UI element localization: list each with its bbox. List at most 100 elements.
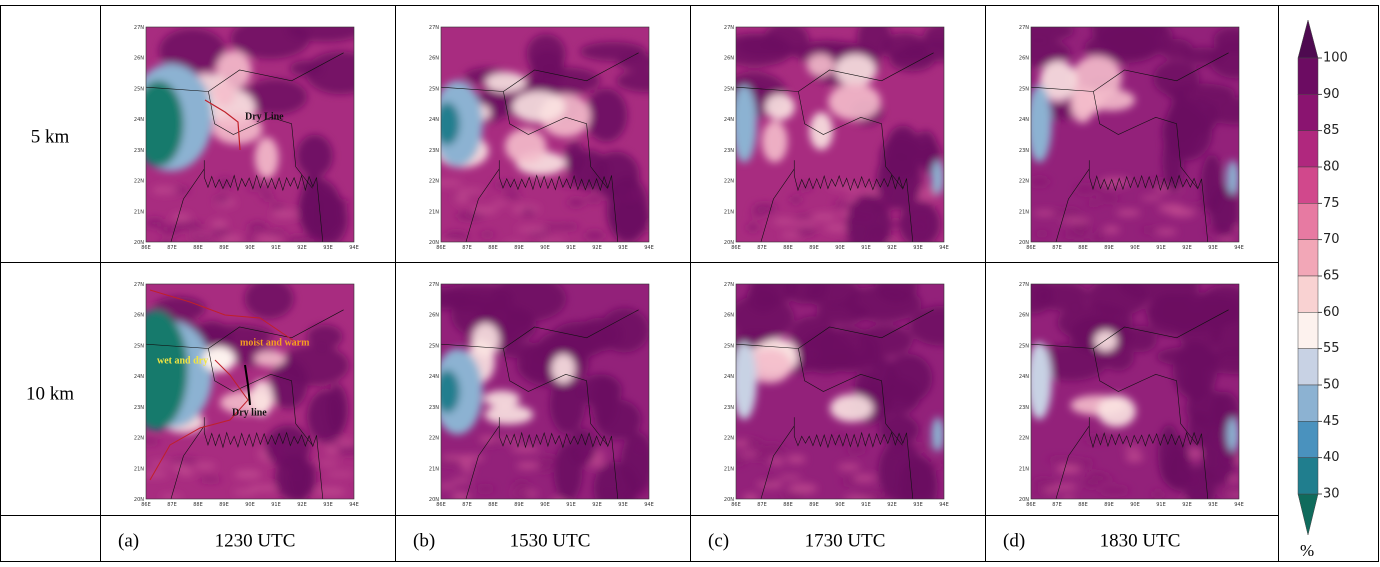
colorbar-segment (1297, 457, 1319, 495)
map-frame (440, 283, 650, 500)
map-border (146, 309, 344, 499)
field-blob (1072, 55, 1122, 100)
lon-label: 88E (488, 245, 498, 251)
lon-label: 94E (644, 502, 654, 508)
field-blob (230, 27, 310, 59)
lon-label: 86E (436, 245, 446, 251)
field-blob (233, 489, 257, 495)
field-blob (1031, 284, 1054, 314)
dry-line-black (244, 364, 251, 406)
field-blob (510, 445, 540, 453)
lat-label: 22N (1019, 179, 1029, 185)
field-blob (1098, 195, 1120, 203)
colorbar-extend-top (1297, 19, 1319, 59)
lon-label: 93E (913, 502, 923, 508)
colorbar-segment (1297, 348, 1319, 386)
field-blob (827, 183, 853, 189)
field-blob (781, 492, 806, 499)
field-blob (816, 348, 886, 370)
field-blob (1091, 27, 1167, 51)
field-blob (202, 346, 236, 373)
field-blob (284, 238, 311, 242)
field-blob (769, 457, 784, 466)
field-blob (516, 461, 540, 470)
field-blob (247, 222, 268, 232)
field-blob (909, 305, 944, 346)
field-blob (287, 27, 354, 42)
field-blobs (441, 34, 649, 242)
lon-label: 93E (618, 245, 628, 251)
map-field (736, 284, 944, 499)
field-blob (887, 125, 919, 164)
lat-label: 21N (724, 209, 734, 215)
lon-label: 93E (323, 502, 333, 508)
lat-label: 24N (724, 117, 734, 123)
field-blob (441, 102, 460, 146)
field-blob (1083, 435, 1112, 444)
field-blob (828, 83, 881, 121)
lon-label: 92E (887, 245, 897, 251)
field-blob (567, 198, 585, 207)
row-label: 5 km (31, 126, 70, 147)
lat-label: 27N (724, 25, 734, 31)
field-blob (1094, 330, 1118, 352)
field-blob (210, 219, 228, 229)
field-blob (478, 232, 497, 237)
lon-label: 86E (1026, 245, 1036, 251)
lat-label: 20N (1019, 497, 1029, 503)
lat-label: 26N (429, 313, 439, 319)
field-blob (497, 342, 570, 360)
lon-label: 89E (219, 502, 229, 508)
field-blob (274, 454, 317, 499)
lat-label: 21N (429, 466, 439, 472)
field-blob (212, 113, 263, 145)
lon-label: 89E (514, 245, 524, 251)
field-blob (187, 235, 215, 242)
field-blob (538, 238, 567, 242)
lon-label: 86E (141, 245, 151, 251)
field-blob (845, 187, 864, 194)
map-annotation: wet and dry (157, 355, 208, 366)
field-blob (781, 232, 801, 238)
map-annotation: Dry Line (245, 111, 284, 122)
field-blob (1226, 492, 1239, 497)
field-blob (806, 53, 835, 77)
field-blob (553, 442, 583, 499)
lat-label: 22N (1019, 436, 1029, 442)
field-blob (1098, 486, 1131, 495)
field-blob (171, 213, 191, 222)
lat-label: 26N (429, 56, 439, 62)
field-blob (260, 193, 275, 200)
field-blob (311, 192, 348, 242)
lon-label: 93E (618, 502, 628, 508)
map-panel: 20N 21N 22N 23N 24N 25N 26N 27N 86E 87E 88E 89E 90E 9… (429, 25, 654, 251)
field-blob (1116, 209, 1141, 217)
lat-label: 23N (429, 148, 439, 154)
map-panel: 20N 21N 22N 23N 24N 25N 26N 27N 86E 87E 88E 89E 90E 9… (429, 282, 654, 508)
lat-label: 25N (724, 343, 734, 349)
field-blob (846, 194, 892, 242)
lat-label: 21N (134, 466, 144, 472)
field-blob (1155, 228, 1178, 235)
field-blob (271, 203, 284, 211)
lon-label: 93E (913, 245, 923, 251)
field-blob (736, 457, 747, 465)
lon-label: 94E (1234, 245, 1244, 251)
field-blob (931, 417, 944, 452)
lon-label: 93E (323, 245, 333, 251)
colorbar-tick-label: 60 (1323, 305, 1340, 320)
field-blob (454, 193, 470, 204)
field-blob (250, 379, 274, 416)
lat-label: 23N (134, 405, 144, 411)
dry-line (204, 99, 241, 151)
lat-label: 23N (1019, 148, 1029, 154)
field-blob (583, 231, 606, 240)
lon-label: 90E (835, 245, 845, 251)
lon-label: 88E (1078, 502, 1088, 508)
lat-label: 25N (134, 86, 144, 92)
field-blob (512, 481, 531, 489)
field-blob (455, 211, 485, 221)
map-panel: 20N 21N 22N 23N 24N 25N 26N 27N 86E 87E 88E 89E 90E 9… (134, 282, 359, 508)
field-blob (512, 91, 566, 123)
field-blob (265, 229, 287, 236)
